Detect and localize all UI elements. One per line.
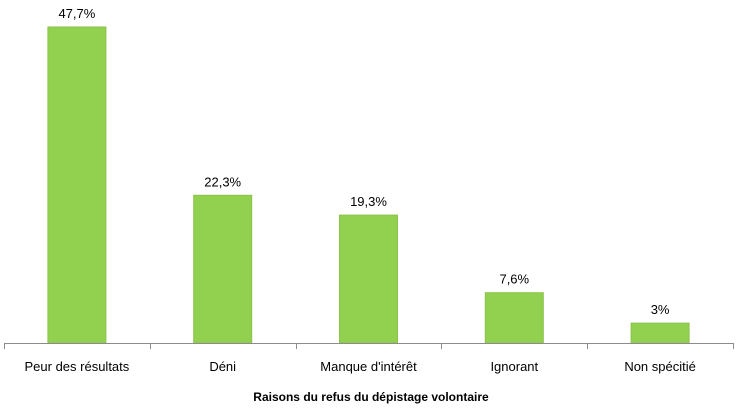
bar bbox=[339, 214, 398, 344]
category-label: Ignorant bbox=[490, 359, 538, 374]
bar bbox=[47, 26, 107, 344]
category-label: Non spécitié bbox=[624, 359, 696, 374]
category-labels-group: Peur des résultats Déni Manque d'intérêt Ig… bbox=[25, 359, 696, 374]
data-label: 47,7% bbox=[58, 6, 95, 21]
category-label: Déni bbox=[209, 359, 236, 374]
bar bbox=[193, 194, 253, 344]
data-label: 22,3% bbox=[204, 174, 241, 189]
data-labels-group: 47,7% 22,3% 19,3% 7,6% 3% bbox=[58, 6, 669, 317]
data-label: 19,3% bbox=[350, 194, 387, 209]
bars-group bbox=[47, 26, 690, 344]
category-label: Peur des résultats bbox=[25, 359, 130, 374]
bar bbox=[484, 292, 544, 344]
data-label: 7,6% bbox=[499, 272, 529, 287]
category-label: Manque d'intérêt bbox=[320, 359, 417, 374]
x-axis-title: Raisons du refus du dépistage volontaire bbox=[253, 390, 489, 404]
data-label: 3% bbox=[651, 302, 670, 317]
x-axis-ticks bbox=[4, 343, 734, 349]
bar bbox=[630, 322, 690, 344]
